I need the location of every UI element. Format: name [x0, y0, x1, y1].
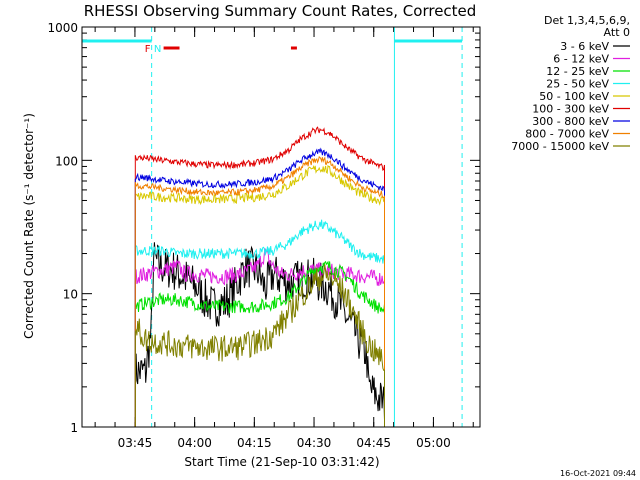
series-line-5	[134, 126, 385, 427]
legend-header: Det 1,3,4,5,6,9,	[544, 14, 630, 27]
plot-frame	[81, 26, 481, 428]
series-line-8	[134, 264, 385, 427]
x-tick-label: 05:00	[416, 436, 451, 450]
annotation-label: F	[145, 44, 151, 55]
y-tick-label: 1	[70, 421, 78, 435]
legend-label: 6 - 12 keV	[553, 53, 609, 66]
y-tick-label: 100	[55, 154, 78, 168]
legend-label: 800 - 7000 keV	[525, 128, 609, 141]
series-line-3	[134, 219, 385, 427]
x-axis-label: Start Time (21-Sep-10 03:31:42)	[184, 455, 379, 469]
x-tick-label: 04:00	[177, 436, 212, 450]
legend-label: 12 - 25 keV	[546, 65, 609, 78]
x-tick-label: 03:45	[118, 436, 153, 450]
annotation-label: N	[154, 44, 161, 55]
legend-label: 3 - 6 keV	[560, 40, 609, 53]
x-tick-label: 04:45	[356, 436, 391, 450]
x-tick-label: 04:15	[237, 436, 272, 450]
series-line-7	[134, 156, 385, 427]
footer-timestamp: 16-Oct-2021 09:44	[560, 469, 636, 478]
legend-label: 50 - 100 keV	[539, 90, 609, 103]
series-line-4	[134, 164, 385, 427]
y-axis-label: Corrected Count Rate (s⁻¹ detector⁻¹)	[22, 113, 36, 339]
legend-label: 100 - 300 keV	[532, 103, 609, 116]
legend-label: 25 - 50 keV	[546, 78, 609, 91]
x-tick-label: 04:30	[297, 436, 332, 450]
y-tick-label: 1000	[47, 21, 78, 35]
legend-label: 300 - 800 keV	[532, 115, 609, 128]
plot-area: 1 10 100 1000 03:45 04:00 04:15 04:30 04:45 05:00…	[47, 21, 480, 450]
legend-label: 7000 - 15000 keV	[511, 140, 609, 153]
legend-header: Att 0	[604, 26, 630, 39]
y-tick-label: 10	[63, 288, 78, 302]
series-line-6	[134, 147, 385, 427]
series-line-2	[134, 260, 385, 427]
chart-title: RHESSI Observing Summary Count Rates, Co…	[84, 2, 477, 20]
